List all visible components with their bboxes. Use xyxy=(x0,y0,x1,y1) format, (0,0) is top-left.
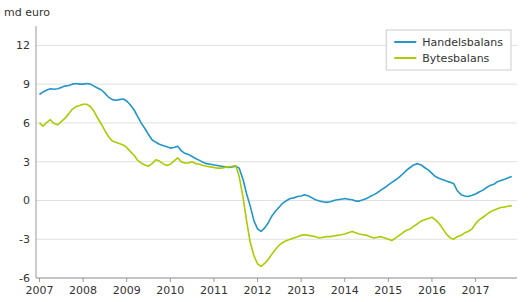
x-tick-label: 2012 xyxy=(244,284,272,297)
x-tick xyxy=(388,278,389,282)
x-tick xyxy=(170,278,171,282)
y-tick-label: 6 xyxy=(23,117,30,130)
grid-line xyxy=(36,84,517,85)
grid-line xyxy=(36,200,517,201)
x-tick-label: 2007 xyxy=(25,284,53,297)
grid-line xyxy=(36,161,517,162)
x-tick-label: 2008 xyxy=(69,284,97,297)
legend-swatch xyxy=(394,41,416,43)
x-tick xyxy=(39,278,40,282)
x-tick-label: 2016 xyxy=(418,284,446,297)
y-axis-label: md euro xyxy=(4,6,50,19)
grid-line xyxy=(36,278,517,279)
x-tick-label: 2015 xyxy=(374,284,402,297)
y-tick-label: 9 xyxy=(23,78,30,91)
grid-line xyxy=(36,122,517,123)
x-tick-label: 2014 xyxy=(331,284,359,297)
x-tick-label: 2013 xyxy=(287,284,315,297)
legend-swatch xyxy=(394,57,416,59)
x-tick xyxy=(257,278,258,282)
chart: -6-3036912200720082009201020112012201320… xyxy=(0,0,529,302)
x-tick-label: 2011 xyxy=(200,284,228,297)
y-tick-label: 12 xyxy=(16,39,30,52)
y-tick-label: 0 xyxy=(23,194,30,207)
x-tick-label: 2017 xyxy=(462,284,490,297)
x-axis-line xyxy=(36,278,517,279)
y-tick-label: -3 xyxy=(19,233,30,246)
series-line xyxy=(39,104,511,266)
legend-box xyxy=(386,30,511,70)
series-line xyxy=(39,84,511,232)
x-tick xyxy=(126,278,127,282)
legend-label: Bytesbalans xyxy=(422,52,489,65)
x-tick xyxy=(475,278,476,282)
x-tick xyxy=(431,278,432,282)
x-tick xyxy=(301,278,302,282)
series-group xyxy=(39,84,511,267)
legend-label: Handelsbalans xyxy=(422,36,503,49)
x-tick-label: 2009 xyxy=(113,284,141,297)
y-axis-line xyxy=(36,26,37,278)
grid xyxy=(36,45,517,278)
grid-line xyxy=(36,239,517,240)
x-tick xyxy=(213,278,214,282)
legend: Handelsbalans Bytesbalans xyxy=(386,30,511,70)
x-tick xyxy=(344,278,345,282)
y-tick-label: 3 xyxy=(23,156,30,169)
page: {"chart_data": { "type": "line", "ylabel… xyxy=(0,0,529,302)
x-tick xyxy=(83,278,84,282)
x-tick-label: 2010 xyxy=(156,284,184,297)
